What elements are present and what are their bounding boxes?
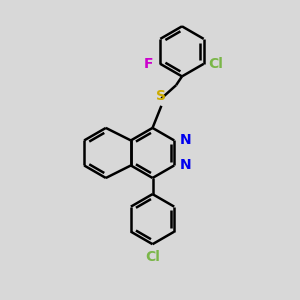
Text: N: N xyxy=(179,134,191,147)
Text: N: N xyxy=(179,158,191,172)
Text: Cl: Cl xyxy=(145,250,160,264)
Text: S: S xyxy=(156,89,167,103)
Text: F: F xyxy=(143,57,153,71)
Text: Cl: Cl xyxy=(208,57,223,71)
